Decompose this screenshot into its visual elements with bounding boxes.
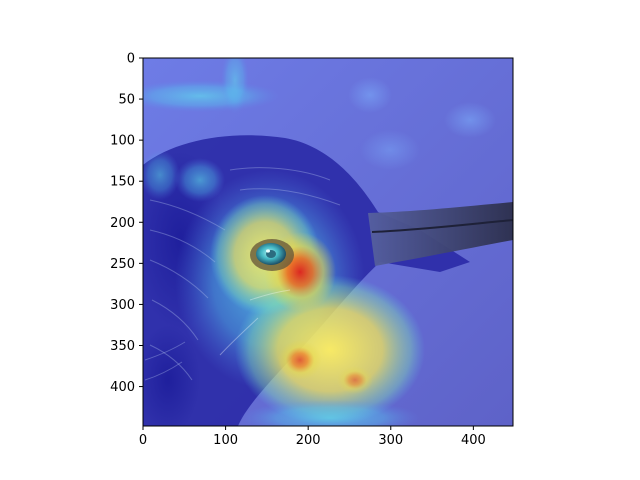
x-tick-label: 0 — [139, 433, 147, 448]
y-tick-label: 150 — [110, 175, 135, 190]
y-tick-label: 250 — [110, 257, 135, 272]
y-axis-ticks: 0 50 100 150 200 250 300 350 400 — [110, 52, 143, 395]
y-tick-label: 100 — [110, 134, 135, 149]
x-tick-label: 400 — [461, 433, 486, 448]
y-tick-label: 50 — [118, 93, 135, 108]
heatmap-image — [143, 58, 513, 426]
x-tick-label: 100 — [213, 433, 238, 448]
y-tick-label: 350 — [110, 339, 135, 354]
x-axis-ticks: 0 100 200 300 400 — [139, 426, 486, 448]
x-tick-label: 300 — [378, 433, 403, 448]
y-tick-label: 300 — [110, 298, 135, 313]
y-tick-label: 400 — [110, 380, 135, 395]
eye-icon — [250, 239, 294, 271]
y-tick-label: 200 — [110, 216, 135, 231]
y-tick-label: 0 — [127, 52, 135, 67]
beak-shape — [368, 202, 513, 266]
x-tick-label: 200 — [296, 433, 321, 448]
plot-frame — [142, 57, 514, 427]
